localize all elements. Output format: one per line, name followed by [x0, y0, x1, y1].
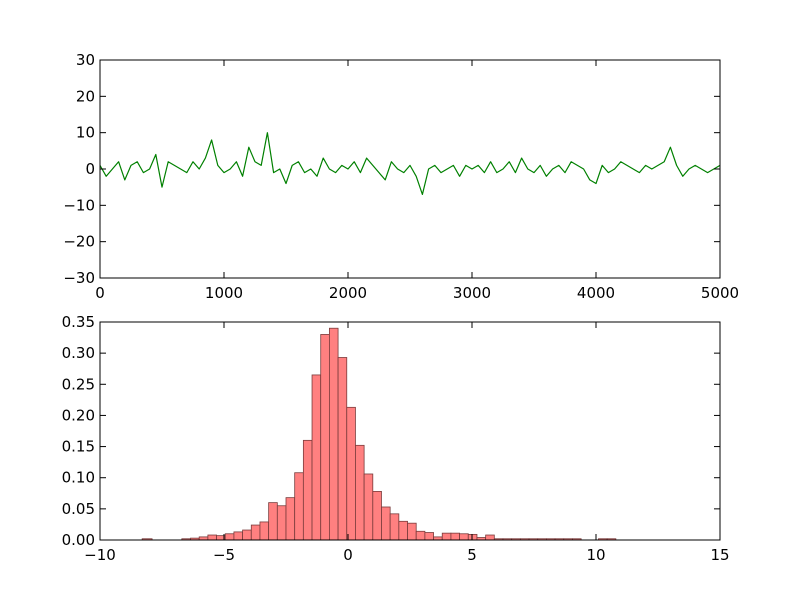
histogram-bar: [207, 534, 217, 541]
histogram-y-tick-label: 0.30: [62, 344, 95, 362]
histogram-bar: [407, 522, 417, 541]
time-series-x-tick-labels: 0 1000 2000 3000 4000 5000: [95, 284, 739, 302]
histogram-y-tick-label: 0.00: [62, 531, 95, 549]
histogram-bar: [320, 334, 330, 541]
time-series-line-group: [99, 132, 721, 196]
time-series-y-tick-label: 30: [76, 51, 95, 69]
time-series-x-tick-label: 4000: [577, 284, 615, 302]
histogram-y-tick-label: 0.20: [62, 406, 95, 424]
time-series-y-tick-label: 10: [76, 124, 95, 142]
time-series-y-tick-label: 0: [85, 160, 95, 178]
histogram-bar: [311, 374, 322, 541]
histogram-x-tick-labels: −10 −5 0 5 10 15: [84, 546, 729, 564]
histogram-y-tick-label: 0.15: [62, 438, 95, 456]
histogram-x-tick-label: −10: [84, 546, 116, 564]
histogram-x-tick-label: 5: [467, 546, 477, 564]
time-series-x-tick-label: 2000: [329, 284, 367, 302]
histogram-y-tick-label: 0.10: [62, 469, 95, 487]
time-series-x-tick-label: 3000: [453, 284, 491, 302]
histogram-x-tick-label: 10: [586, 546, 605, 564]
histogram-bar: [328, 327, 339, 541]
time-series-x-tick-label: 0: [95, 284, 105, 302]
histogram-bar: [285, 497, 296, 541]
time-series-y-tick-label: −10: [63, 196, 95, 214]
time-series-y-tick-label: 20: [76, 87, 95, 105]
histogram-y-tick-label: 0.35: [62, 313, 95, 331]
histogram-bar: [415, 530, 426, 541]
histogram-bar: [346, 406, 356, 541]
time-series-y-tick-label: −30: [63, 269, 95, 287]
histogram-y-tick-labels: 0.00 0.05 0.10 0.15 0.20 0.25 0.30 0.35: [62, 313, 95, 549]
histogram-bar: [224, 533, 235, 541]
histogram-x-tick-label: −5: [213, 546, 235, 564]
histogram-y-tick-label: 0.25: [62, 375, 95, 393]
histogram-axes-frame: [99, 321, 721, 541]
histogram-bar: [459, 533, 469, 541]
time-series-x-tick-label: 1000: [205, 284, 243, 302]
histogram-bar: [250, 524, 261, 541]
histogram-bar: [268, 502, 278, 541]
histogram-bar: [259, 521, 270, 541]
time-series-plot: 0 1000 2000 3000 4000 5000 −30 −20 −10 0 10 20 30: [63, 51, 739, 302]
histogram-bar: [242, 529, 252, 541]
histogram-bar: [424, 532, 434, 541]
histogram-bar: [363, 473, 374, 541]
time-series-line: [99, 132, 721, 196]
histogram-bar: [398, 520, 408, 541]
time-series-y-tick-label: −20: [63, 233, 95, 251]
histogram-bar: [337, 357, 348, 541]
time-series-x-tick-label: 5000: [701, 284, 739, 302]
histogram-plot: −10 −5 0 5 10 15 0.00 0.05 0.10 0.15 0.20 0.25 0.30…: [62, 313, 730, 564]
histogram-bar: [233, 531, 243, 541]
histogram-bar: [294, 472, 304, 541]
histogram-bar: [302, 439, 313, 541]
time-series-axes-frame: [99, 59, 721, 279]
histogram-x-tick-label: 15: [710, 546, 729, 564]
histogram-bar: [467, 533, 478, 541]
histogram-bar: [441, 532, 452, 541]
time-series-y-tick-labels: −30 −20 −10 0 10 20 30: [63, 51, 95, 287]
histogram-bars: [141, 327, 617, 541]
histogram-bar: [276, 505, 287, 541]
histogram-bar: [355, 444, 365, 541]
histogram-bar: [485, 534, 495, 541]
histogram-bar: [381, 506, 391, 541]
histogram-y-tick-label: 0.05: [62, 500, 95, 518]
histogram-bar: [450, 532, 461, 541]
histogram-bar: [389, 513, 400, 541]
histogram-x-tick-label: 0: [343, 546, 353, 564]
histogram-bar: [372, 491, 382, 541]
